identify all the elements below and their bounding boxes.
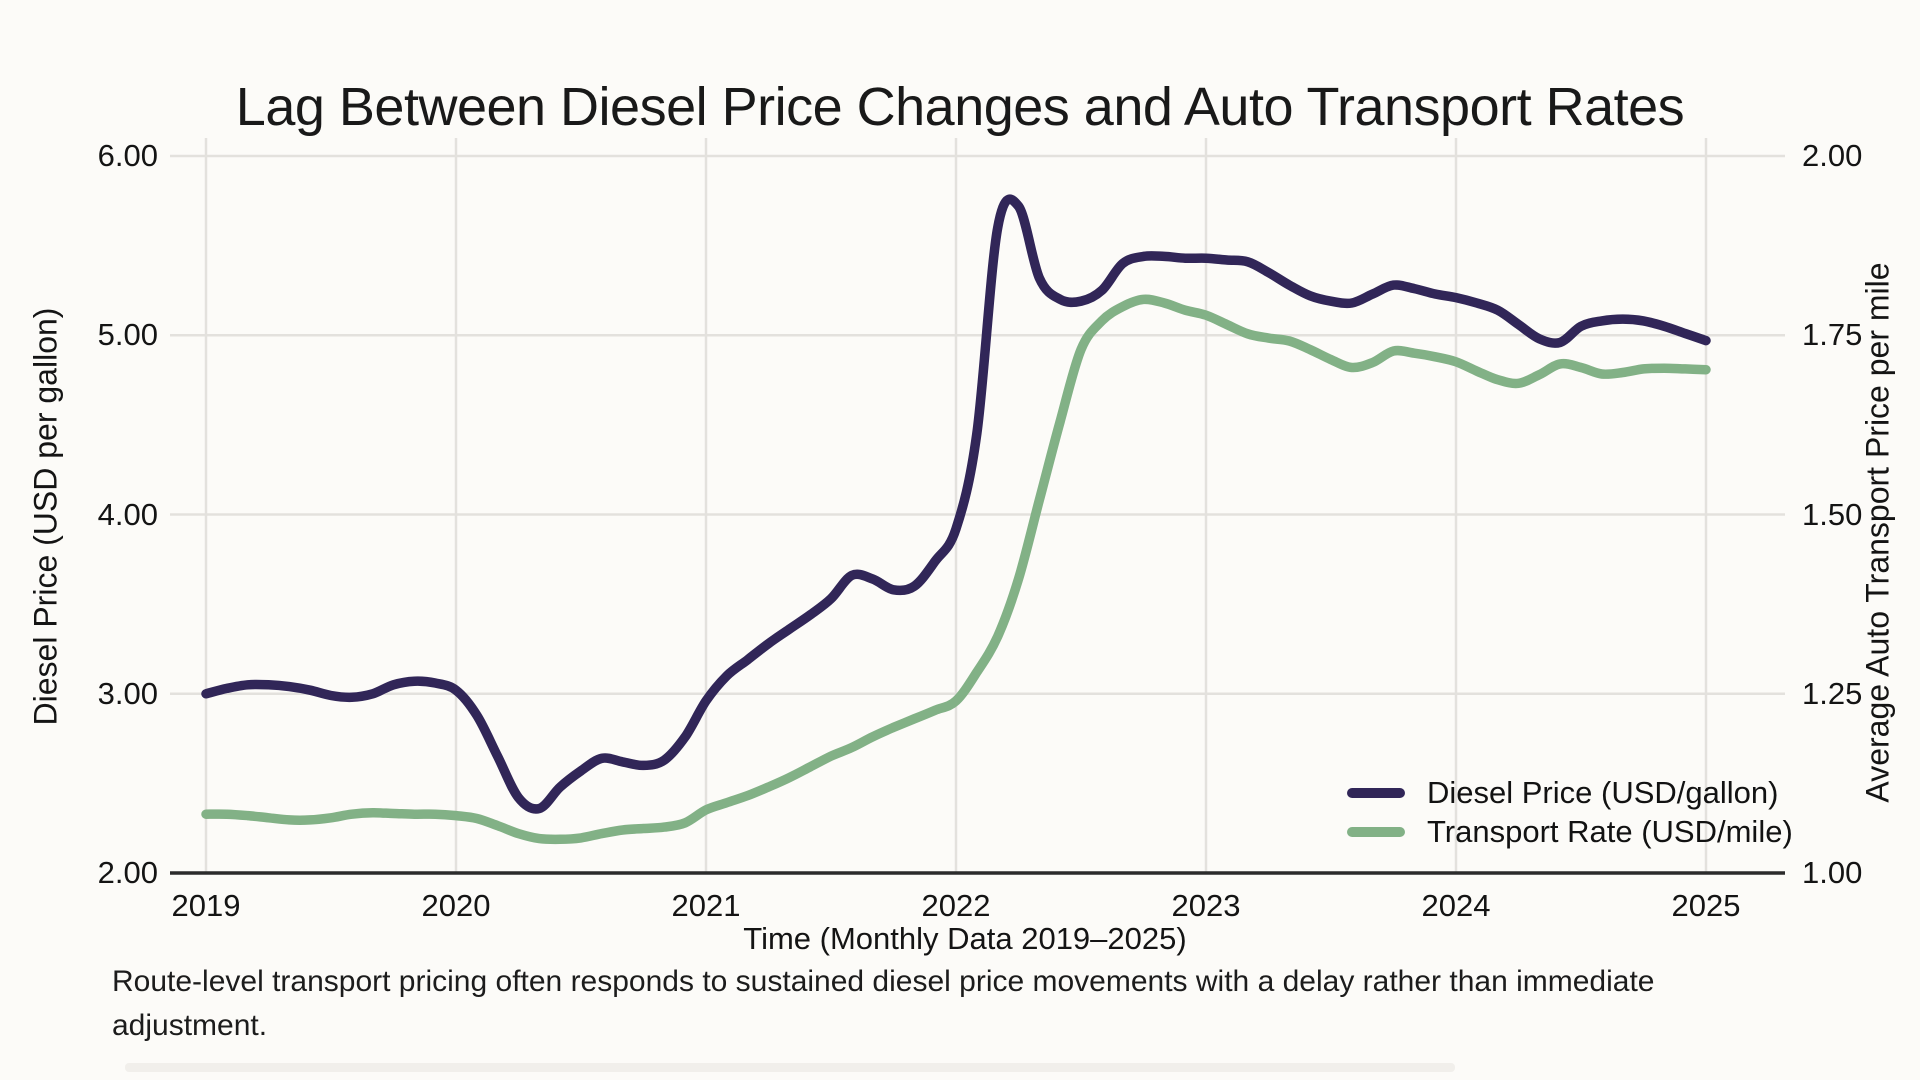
scan-artifact bbox=[125, 1063, 1455, 1072]
x-tick-label: 2020 bbox=[421, 888, 491, 923]
chart-title: Lag Between Diesel Price Changes and Aut… bbox=[235, 77, 1685, 138]
y-tick-label-right: 1.75 bbox=[1802, 317, 1863, 353]
y-tick-label-left: 2.00 bbox=[97, 855, 158, 890]
caption-text: Route-level transport pricing often resp… bbox=[112, 965, 1655, 1042]
x-tick-label: 2022 bbox=[921, 888, 991, 923]
legend-swatch-transport bbox=[1347, 827, 1405, 837]
diesel-price-line bbox=[201, 194, 1711, 814]
x-tick-label: 2021 bbox=[671, 888, 741, 923]
x-tick-label: 2024 bbox=[1421, 888, 1491, 923]
x-tick-label: 2025 bbox=[1671, 888, 1741, 923]
y-tick-label-left: 3.00 bbox=[97, 675, 158, 711]
x-tick-label: 2023 bbox=[1171, 888, 1241, 923]
y-tick-label-left: 4.00 bbox=[97, 496, 158, 532]
legend-label: Transport Rate (USD/mile) bbox=[1427, 814, 1793, 849]
transport-rate-line bbox=[201, 294, 1711, 845]
y-tick-label-left: 5.00 bbox=[97, 317, 158, 353]
x-axis-label: Time (Monthly Data 2019–2025) bbox=[743, 921, 1187, 956]
y-tick-label-right: 1.50 bbox=[1802, 496, 1863, 532]
y-tick-label-right: 2.00 bbox=[1802, 138, 1863, 173]
legend-swatch-diesel bbox=[1347, 788, 1405, 798]
y-tick-label-right: 1.00 bbox=[1802, 855, 1863, 890]
x-tick-label: 2019 bbox=[171, 888, 241, 923]
y-axis-right-label: Average Auto Transport Price per mile bbox=[1859, 262, 1896, 803]
y-tick-label-right: 1.25 bbox=[1802, 675, 1863, 711]
legend-label: Diesel Price (USD/gallon) bbox=[1427, 775, 1779, 810]
y-tick-label-left: 6.00 bbox=[97, 138, 158, 173]
